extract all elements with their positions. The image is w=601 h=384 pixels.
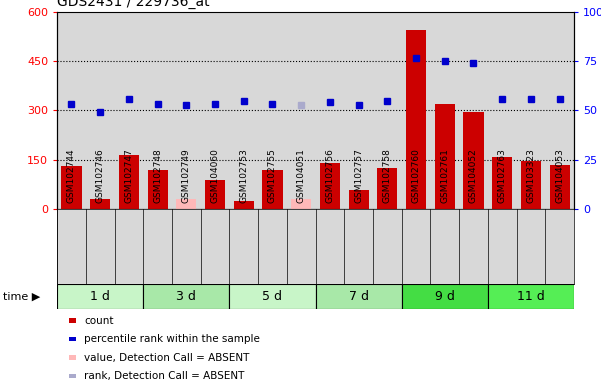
Bar [147, 170, 168, 209]
Text: count: count [84, 316, 114, 326]
Bar [291, 199, 311, 209]
Bar [230, 284, 316, 309]
Bar [406, 30, 426, 209]
Bar [320, 163, 340, 209]
Bar [119, 155, 139, 209]
Text: 7 d: 7 d [349, 290, 368, 303]
Text: 11 d: 11 d [517, 290, 545, 303]
Bar [316, 284, 401, 309]
Bar [435, 104, 455, 209]
Bar [488, 284, 574, 309]
Bar [234, 201, 254, 209]
Text: time ▶: time ▶ [3, 291, 40, 302]
Bar [377, 168, 397, 209]
Text: value, Detection Call = ABSENT: value, Detection Call = ABSENT [84, 353, 249, 362]
Bar [463, 112, 483, 209]
Bar [549, 165, 570, 209]
Bar [143, 284, 230, 309]
Text: 1 d: 1 d [90, 290, 110, 303]
Bar [61, 166, 82, 209]
Text: 3 d: 3 d [176, 290, 197, 303]
Bar [263, 170, 282, 209]
Bar [349, 190, 368, 209]
Text: percentile rank within the sample: percentile rank within the sample [84, 334, 260, 344]
Bar [521, 162, 541, 209]
Bar [176, 199, 197, 209]
Text: 5 d: 5 d [263, 290, 282, 303]
Text: GDS2431 / 229736_at: GDS2431 / 229736_at [57, 0, 210, 9]
Bar [492, 157, 512, 209]
Bar [90, 199, 110, 209]
Bar [57, 284, 143, 309]
Text: rank, Detection Call = ABSENT: rank, Detection Call = ABSENT [84, 371, 245, 381]
Bar [205, 180, 225, 209]
Bar [401, 284, 488, 309]
Text: 9 d: 9 d [435, 290, 455, 303]
